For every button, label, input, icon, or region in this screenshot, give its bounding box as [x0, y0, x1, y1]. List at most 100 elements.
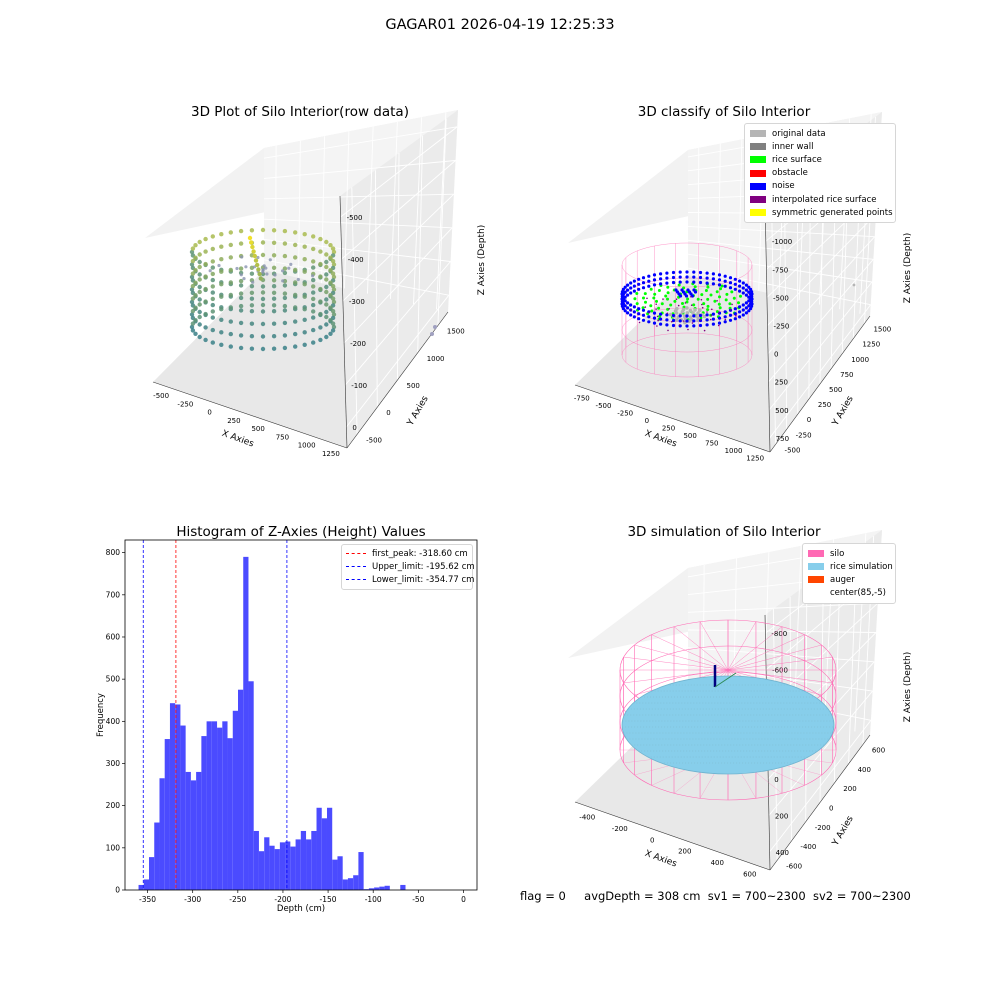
simulation-y-tick: 0: [829, 805, 833, 813]
classify-interp-point: [729, 308, 732, 311]
raw-point: [249, 265, 255, 270]
classify-interp-point: [630, 309, 633, 311]
classify-noise-point: [647, 279, 651, 283]
raw-3d-plot[interactable]: -500 -250 0 250 500 750 1000 1250 -500 0 500 1000 15…: [0, 0, 500, 500]
figure-suptitle: GAGAR01 2026-04-19 12:25:33: [385, 17, 615, 33]
histogram-bar: [384, 885, 390, 890]
raw-point: [311, 234, 316, 239]
histogram-y-tick: 100: [106, 843, 121, 852]
raw-point: [203, 261, 208, 267]
classify-noise-point: [632, 289, 636, 293]
classify-rice-point: [700, 293, 704, 297]
classify-noise-point: [671, 318, 676, 323]
classify-noise-point: [626, 283, 630, 287]
raw-point: [318, 274, 323, 279]
classify-rice-point: [692, 303, 696, 307]
histogram-bar: [274, 849, 280, 890]
raw-x-tick: 250: [227, 417, 240, 425]
raw-point: [265, 272, 269, 276]
classify-noise-point: [621, 287, 625, 291]
simulation-x-tick: -400: [579, 814, 595, 822]
classify-original-point: [688, 308, 693, 313]
simulation-3d-plot[interactable]: -400 -200 0 200 400 600 -600 -400 -200 0 200 400 600…: [500, 500, 1000, 890]
classify-noise-point: [738, 289, 742, 293]
classify-interp-point: [703, 329, 706, 332]
raw-point: [282, 303, 288, 309]
classify-interp-point: [699, 319, 702, 321]
raw-point: [238, 333, 244, 338]
classify-rice-point: [673, 299, 677, 303]
raw-point: [324, 309, 329, 315]
classify-noise-point: [711, 322, 715, 326]
classify-z-tick: -500: [773, 294, 789, 302]
sim-auger-arm: [714, 672, 737, 688]
raw-grid-x: [298, 140, 301, 278]
classify-3d-plot[interactable]: -750-500-250025050075010001250-500-25002…: [500, 0, 1000, 500]
histogram-x-label: Depth (cm): [277, 904, 325, 914]
classify-original-point: [691, 311, 695, 315]
raw-point: [210, 315, 215, 320]
classify-y-axis-line: [769, 315, 871, 453]
raw-point: [228, 292, 233, 298]
raw-z-tick: -400: [348, 256, 364, 264]
classify-z-tick: 0: [774, 351, 778, 359]
classify-noise-point: [723, 315, 727, 319]
classify-original-point: [668, 312, 673, 317]
raw-point: [302, 307, 307, 312]
classify-noise-point: [698, 275, 703, 280]
raw-point: [203, 249, 208, 254]
classify-rice-point: [633, 297, 637, 301]
histogram-bar: [332, 859, 338, 890]
classify-rice-point: [649, 287, 653, 291]
raw-point: [210, 340, 215, 345]
classify-legend: original data inner wall rice surface obsta…: [744, 123, 896, 224]
classify-y-tick: 250: [818, 401, 831, 409]
raw-point: [203, 337, 208, 343]
raw-point: [296, 277, 300, 282]
classify-noise-point: [733, 307, 737, 311]
raw-plot-title: 3D Plot of Silo Interior(row data): [191, 104, 409, 120]
classify-x-tick: 0: [645, 417, 649, 425]
classify-noise-point: [637, 282, 641, 286]
legend-label: rice surface: [772, 154, 822, 165]
histogram-x-tick: -50: [412, 895, 424, 904]
raw-point: [311, 340, 316, 345]
raw-point: [228, 331, 233, 337]
raw-point: [197, 322, 202, 327]
raw-point: [249, 303, 255, 308]
classify-noise-point: [741, 303, 745, 307]
histogram-x-tick: -100: [365, 895, 382, 904]
classify-noise-point: [652, 311, 657, 315]
classify-noise-point: [747, 290, 751, 294]
classify-noise-point: [705, 313, 709, 317]
histogram-bar: [196, 771, 202, 890]
classify-rice-point: [635, 302, 639, 306]
classify-interp-point: [716, 300, 718, 302]
legend-swatch: [750, 169, 766, 177]
histogram-bar: [379, 886, 385, 890]
raw-point: [203, 274, 208, 279]
raw-point: [238, 303, 244, 309]
histogram-chart[interactable]: Histogram of Z-Axies (Height) Values Dep…: [0, 500, 500, 930]
legend-label: Lower_limit: -354.77 cm: [372, 574, 475, 585]
classify-y-tick: 750: [840, 371, 853, 379]
classify-noise-point: [652, 273, 657, 277]
raw-point: [249, 296, 255, 301]
raw-point: [293, 305, 298, 310]
classify-rice-point: [737, 301, 740, 305]
classify-noise-point: [659, 317, 663, 321]
classify-rice-point: [739, 294, 742, 298]
raw-point: [197, 309, 202, 315]
classify-noise-point: [738, 305, 742, 309]
raw-point: [293, 230, 298, 235]
simulation-y-axis-line: [769, 734, 871, 871]
raw-z-axis-line: [339, 195, 348, 449]
classify-z-tick: -250: [774, 323, 790, 331]
simulation-z-tick: -600: [772, 667, 788, 675]
raw-point: [311, 302, 316, 308]
raw-z-tick: -500: [347, 214, 363, 222]
raw-point: [257, 271, 262, 277]
sim-silo-spoke: [634, 644, 729, 671]
classify-rice-point: [649, 304, 653, 308]
raw-point: [318, 286, 323, 292]
